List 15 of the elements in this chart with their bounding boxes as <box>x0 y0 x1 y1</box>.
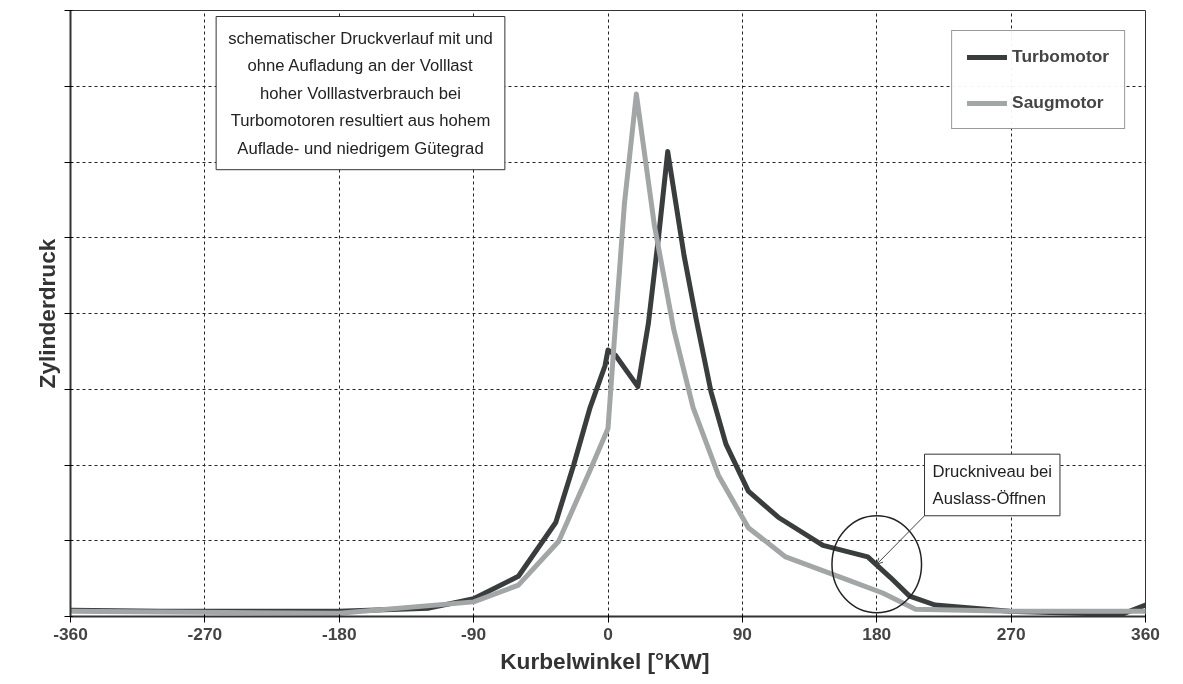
x-tick-label: -270 <box>187 623 223 644</box>
x-tick-label: 0 <box>603 623 613 644</box>
legend-label: Saugmotor <box>1012 92 1104 113</box>
annotation: schematischer Druckverlauf mit und ohne Aufladung an der Volllast hoher Volllastverbrauch bei Turbomotoren resultiert aus hohem Auflade- und niedrigem Gütegrad <box>228 28 493 158</box>
x-tick-label: -90 <box>461 623 487 644</box>
x-axis-title: Kurbelwinkel [°KW] <box>500 647 710 674</box>
x-tick-label: 180 <box>862 623 892 644</box>
x-tick-label: -360 <box>53 623 88 644</box>
x-tick-label: 90 <box>732 623 753 644</box>
x-tick-label: -180 <box>321 623 357 644</box>
legend-label: Turbomotor <box>1012 46 1109 67</box>
x-tick-label: 270 <box>996 623 1026 644</box>
annotation: Druckniveau bei Auslass-Öffnen <box>932 462 1052 508</box>
x-tick-label: 360 <box>1131 623 1160 644</box>
y-axis-title: Zylinderdruck <box>33 238 60 389</box>
